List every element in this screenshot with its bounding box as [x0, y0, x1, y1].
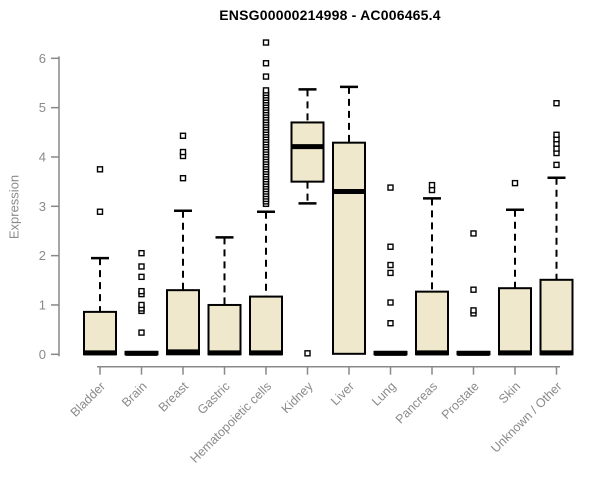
boxplot-group-hematopoietic-cells: [249, 39, 283, 356]
x-axis-label-lung: Lung: [369, 379, 399, 409]
y-tick-label: 5: [39, 100, 46, 115]
box: [539, 278, 574, 356]
boxplot-group-bladder: [83, 166, 117, 356]
outlier-point: [179, 174, 187, 182]
y-tick-label: 1: [39, 297, 46, 312]
x-axis-label-gastric: Gastric: [195, 379, 233, 417]
y-tick-label: 0: [39, 347, 46, 362]
box: [332, 141, 366, 355]
outlier-point: [262, 87, 270, 94]
boxplot-group-prostate: [456, 230, 491, 356]
boxplot-group-skin: [498, 179, 532, 356]
y-tick-label: 3: [39, 199, 46, 214]
boxplot-group-unknown-other: [539, 100, 574, 356]
box: [498, 287, 532, 356]
box: [249, 295, 283, 356]
outlier-point: [387, 184, 394, 191]
x-axis-label-liver: Liver: [328, 379, 357, 408]
outlier-point: [428, 181, 436, 189]
x-axis-label-breast: Breast: [156, 379, 192, 415]
boxplot-group-gastric: [207, 236, 242, 356]
outlier-point: [262, 60, 270, 67]
boxplot-group-brain: [124, 249, 159, 356]
boxplot-group-lung: [373, 184, 408, 356]
outlier-point: [387, 269, 394, 277]
outlier-point: [96, 166, 104, 173]
x-axis-label-skin: Skin: [496, 379, 523, 406]
x-axis-label-hematopoietic-cells: Hematopoietic cells: [188, 379, 275, 466]
outlier-point: [387, 243, 394, 250]
box: [290, 121, 325, 183]
boxplot-group-kidney: [290, 88, 325, 357]
x-axis-label-unknown-other: Unknown / Other: [488, 379, 564, 455]
y-axis: 0 1 2 3 4 5 6: [39, 51, 60, 362]
outlier-point: [138, 287, 145, 295]
outlier-point: [96, 208, 104, 215]
outlier-point: [304, 350, 311, 357]
chart-title: ENSG00000214998 - AC006465.4: [219, 7, 441, 23]
y-tick-label: 6: [39, 51, 46, 66]
outlier-point: [138, 249, 145, 257]
outlier-point: [387, 299, 394, 306]
outlier-point: [553, 161, 560, 169]
x-axis-label-brain: Brain: [119, 379, 150, 410]
y-tick-label: 4: [39, 149, 46, 164]
outlier-point: [138, 263, 145, 270]
outlier-point: [470, 307, 477, 314]
outlier-point: [138, 301, 145, 309]
outlier-point: [262, 73, 270, 80]
outlier-point: [511, 179, 519, 187]
box: [166, 289, 200, 356]
outlier-point: [470, 286, 477, 293]
outlier-point: [138, 273, 145, 281]
outlier-point: [387, 261, 394, 269]
x-axis-label-pancreas: Pancreas: [393, 379, 440, 426]
y-tick-label: 2: [39, 248, 46, 263]
x-axis-label-prostate: Prostate: [439, 379, 482, 422]
box: [415, 290, 449, 356]
box: [83, 310, 117, 356]
boxplot-group-liver: [332, 85, 366, 355]
boxplot-group-pancreas: [415, 181, 449, 356]
outlier-point: [138, 329, 145, 336]
x-axis-label-kidney: Kidney: [279, 379, 316, 416]
boxplot-group-breast: [166, 132, 200, 356]
box: [207, 303, 242, 356]
outlier-point: [262, 39, 270, 46]
outlier-point: [179, 148, 187, 156]
outlier-point: [553, 131, 560, 138]
outlier-point: [553, 100, 560, 107]
outlier-point: [387, 320, 394, 327]
x-axis-label-bladder: Bladder: [68, 379, 108, 419]
outlier-point: [470, 230, 477, 237]
outlier-point: [179, 132, 187, 139]
